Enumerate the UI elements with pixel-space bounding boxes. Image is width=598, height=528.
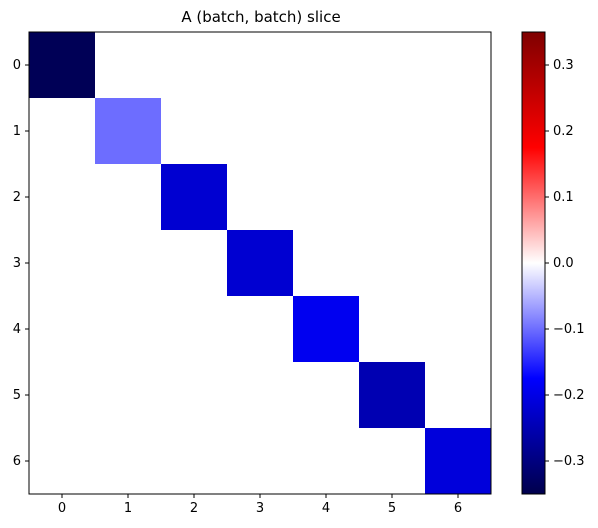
- y-tick-label: 6: [13, 454, 21, 469]
- heatmap-cell-5-4: [293, 362, 360, 429]
- y-tick-label: 5: [13, 388, 21, 403]
- heatmap-cell-6-1: [95, 428, 162, 495]
- colorbar-axis: 0.3 0.2 0.1 0.0 −0.1 −0.2 −0.3: [545, 58, 585, 469]
- heatmap-cell-1-1: [95, 98, 162, 165]
- colorbar-tick-label: −0.1: [553, 322, 585, 337]
- heatmap-cell-3-0: [29, 230, 96, 297]
- heatmap-cell-5-3: [227, 362, 294, 429]
- heatmap-cell-2-1: [95, 164, 162, 231]
- heatmap-cell-0-4: [293, 32, 360, 99]
- heatmap-cells: [29, 32, 492, 495]
- heatmap-cell-6-4: [293, 428, 360, 495]
- heatmap-cell-6-6: [425, 428, 492, 495]
- heatmap-cell-3-6: [425, 230, 492, 297]
- heatmap-cell-5-2: [161, 362, 228, 429]
- heatmap-cell-6-3: [227, 428, 294, 495]
- heatmap-cell-5-6: [425, 362, 492, 429]
- heatmap-cell-5-5: [359, 362, 426, 429]
- heatmap-cell-4-6: [425, 296, 492, 363]
- heatmap-cell-5-0: [29, 362, 96, 429]
- x-tick-label: 5: [388, 501, 396, 516]
- heatmap-cell-2-3: [227, 164, 294, 231]
- heatmap-cell-1-0: [29, 98, 96, 165]
- heatmap-cell-1-5: [359, 98, 426, 165]
- heatmap-cell-6-2: [161, 428, 228, 495]
- heatmap-cell-3-5: [359, 230, 426, 297]
- y-tick-label: 2: [13, 190, 21, 205]
- y-tick-label: 1: [13, 124, 21, 139]
- heatmap-cell-6-5: [359, 428, 426, 495]
- y-tick-label: 0: [13, 58, 21, 73]
- heatmap-cell-3-4: [293, 230, 360, 297]
- heatmap-cell-2-2: [161, 164, 228, 231]
- heatmap-cell-4-2: [161, 296, 228, 363]
- colorbar-tick-label: 0.3: [553, 58, 574, 73]
- x-tick-label: 0: [58, 501, 66, 516]
- heatmap-cell-0-3: [227, 32, 294, 99]
- heatmap-cell-0-1: [95, 32, 162, 99]
- heatmap-cell-4-0: [29, 296, 96, 363]
- heatmap-cell-0-2: [161, 32, 228, 99]
- colorbar-tick-label: 0.0: [553, 256, 574, 271]
- x-axis: 0 1 2 3 4 5 6: [58, 494, 462, 516]
- y-tick-label: 4: [13, 322, 21, 337]
- colorbar-tick-label: −0.3: [553, 454, 585, 469]
- heatmap-cell-6-0: [29, 428, 96, 495]
- heatmap-cell-1-6: [425, 98, 492, 165]
- heatmap-cell-0-6: [425, 32, 492, 99]
- y-axis: 0 1 2 3 4 5 6: [13, 58, 29, 469]
- y-tick-label: 3: [13, 256, 21, 271]
- heatmap-cell-4-5: [359, 296, 426, 363]
- heatmap-cell-4-4: [293, 296, 360, 363]
- heatmap-cell-2-4: [293, 164, 360, 231]
- x-tick-label: 1: [124, 501, 132, 516]
- colorbar-tick-label: −0.2: [553, 388, 585, 403]
- heatmap-cell-2-0: [29, 164, 96, 231]
- heatmap-cell-4-3: [227, 296, 294, 363]
- heatmap-cell-1-2: [161, 98, 228, 165]
- heatmap-cell-0-0: [29, 32, 96, 99]
- colorbar-tick-label: 0.2: [553, 124, 574, 139]
- heatmap-cell-3-2: [161, 230, 228, 297]
- heatmap-cell-1-3: [227, 98, 294, 165]
- x-tick-label: 3: [256, 501, 264, 516]
- heatmap-cell-0-5: [359, 32, 426, 99]
- heatmap-cell-4-1: [95, 296, 162, 363]
- heatmap-cell-5-1: [95, 362, 162, 429]
- colorbar: [521, 31, 546, 495]
- heatmap-cell-1-4: [293, 98, 360, 165]
- chart-title: A (batch, batch) slice: [181, 8, 340, 26]
- x-tick-label: 4: [322, 501, 330, 516]
- heatmap-cell-2-6: [425, 164, 492, 231]
- colorbar-tick-label: 0.1: [553, 190, 574, 205]
- heatmap-cell-3-3: [227, 230, 294, 297]
- x-tick-label: 6: [454, 501, 462, 516]
- heatmap-cell-2-5: [359, 164, 426, 231]
- heatmap-cell-3-1: [95, 230, 162, 297]
- x-tick-label: 2: [190, 501, 198, 516]
